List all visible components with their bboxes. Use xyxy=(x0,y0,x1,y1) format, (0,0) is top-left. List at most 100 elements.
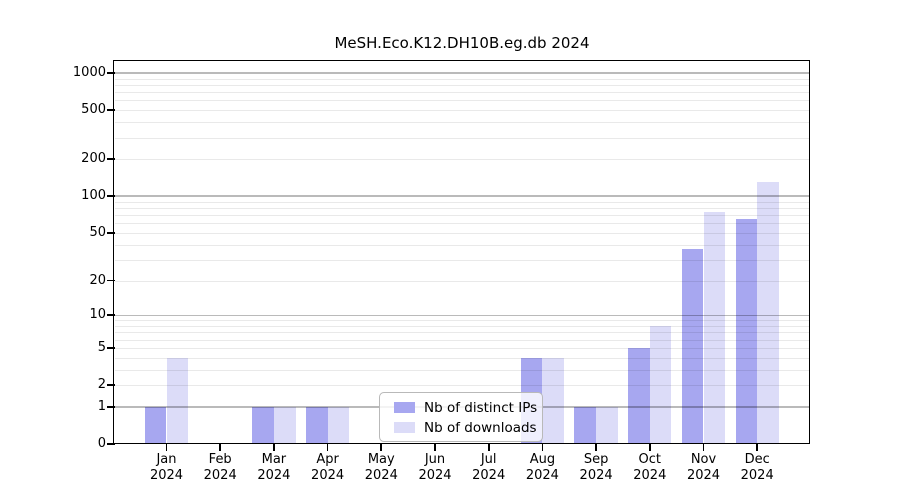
x-tick-mark xyxy=(702,444,705,451)
legend-label-nb-of-downloads: Nb of downloads xyxy=(424,419,537,436)
y-tick-mark xyxy=(107,279,115,282)
minor-gridline xyxy=(114,347,810,349)
minor-gridline xyxy=(114,223,810,225)
bar-nb-of-downloads-mar xyxy=(273,406,296,444)
minor-gridline xyxy=(114,208,810,209)
bar-nb-of-distinct-ips-apr xyxy=(305,406,328,444)
x-tick-label-apr: Apr 2024 xyxy=(296,452,360,484)
x-tick-label-oct: Oct 2024 xyxy=(618,452,682,484)
y-tick-label: 50 xyxy=(89,224,106,240)
x-tick-label-aug: Aug 2024 xyxy=(510,452,574,484)
legend-swatch-nb-of-distinct-ips xyxy=(394,402,415,413)
x-tick-label-jun: Jun 2024 xyxy=(403,452,467,484)
y-tick-label: 5 xyxy=(97,339,106,355)
x-tick-mark xyxy=(648,444,651,451)
year-label: 2024 xyxy=(311,468,345,483)
month-label: Jan xyxy=(156,452,177,467)
y-tick-mark xyxy=(107,158,115,161)
legend-row-nb-of-distinct-ips: Nb of distinct IPs xyxy=(394,399,537,416)
x-tick-label-jan: Jan 2024 xyxy=(135,452,199,484)
y-tick-mark xyxy=(107,384,115,386)
month-label: Mar xyxy=(261,452,287,467)
x-tick-mark xyxy=(434,444,436,451)
y-tick-mark xyxy=(107,195,115,197)
x-tick-mark xyxy=(219,444,221,451)
x-tick-label-feb: Feb 2024 xyxy=(188,452,252,484)
chart-title: MeSH.Eco.K12.DH10B.eg.db 2024 xyxy=(334,34,590,52)
legend: Nb of distinct IPs Nb of downloads xyxy=(379,392,543,442)
bar-nb-of-downloads-nov xyxy=(703,211,726,444)
minor-gridline xyxy=(114,332,810,334)
year-label: 2024 xyxy=(149,468,184,483)
x-tick-mark xyxy=(380,444,383,451)
minor-gridline xyxy=(114,369,810,371)
y-tick-label: 1000 xyxy=(72,65,106,80)
bar-nb-of-downloads-dec xyxy=(757,182,779,444)
minor-gridline xyxy=(114,215,810,217)
x-tick-mark xyxy=(756,444,759,451)
bar-nb-of-distinct-ips-dec xyxy=(735,219,758,444)
minor-gridline xyxy=(114,100,810,102)
y-tick-mark xyxy=(107,232,115,234)
y-tick-label: 1 xyxy=(97,398,106,414)
minor-gridline xyxy=(114,85,810,86)
x-tick-mark xyxy=(326,444,329,451)
y-tick-label: 100 xyxy=(81,188,106,204)
year-label: 2024 xyxy=(525,468,559,483)
y-tick-mark xyxy=(107,346,115,349)
minor-gridline xyxy=(114,122,810,124)
grid-layer xyxy=(114,62,810,444)
minor-gridline xyxy=(114,326,810,327)
year-label: 2024 xyxy=(364,468,398,483)
x-tick-mark xyxy=(487,444,490,451)
month-label: Apr xyxy=(316,452,339,467)
x-tick-label-may: May 2024 xyxy=(349,452,413,484)
x-tick-label-dec: Dec 2024 xyxy=(725,452,789,484)
y-tick-label: 2 xyxy=(97,377,106,392)
minor-gridline xyxy=(114,137,810,139)
month-label: Nov xyxy=(690,452,717,467)
bar-nb-of-downloads-jan xyxy=(166,357,189,444)
legend-row-nb-of-downloads: Nb of downloads xyxy=(394,419,537,436)
legend-swatch-nb-of-downloads xyxy=(394,422,415,433)
major-gridline xyxy=(114,195,810,197)
year-label: 2024 xyxy=(203,468,237,483)
x-tick-label-sep: Sep 2024 xyxy=(564,452,628,484)
month-label: Sep xyxy=(583,452,609,467)
month-label: Dec xyxy=(744,452,770,467)
bar-nb-of-downloads-sep xyxy=(596,406,618,444)
year-label: 2024 xyxy=(472,468,506,483)
x-tick-label-mar: Mar 2024 xyxy=(242,452,306,484)
minor-gridline xyxy=(114,110,810,112)
plot-area xyxy=(114,62,810,444)
minor-gridline xyxy=(114,320,810,322)
y-tick-label: 20 xyxy=(89,272,106,288)
minor-gridline xyxy=(114,201,810,203)
y-tick-mark xyxy=(107,109,115,111)
bar-nb-of-distinct-ips-mar xyxy=(252,406,274,444)
x-tick-mark xyxy=(541,444,544,451)
y-tick-label: 500 xyxy=(81,102,106,118)
y-tick-label: 10 xyxy=(89,307,106,323)
month-label: Aug xyxy=(529,452,556,467)
minor-gridline xyxy=(114,339,810,341)
minor-gridline xyxy=(114,244,810,246)
bar-nb-of-downloads-aug xyxy=(542,357,565,444)
minor-gridline xyxy=(114,78,810,80)
month-label: May xyxy=(367,452,395,467)
major-gridline xyxy=(114,314,810,316)
year-label: 2024 xyxy=(579,468,613,483)
x-tick-mark xyxy=(273,444,275,451)
y-tick-label: 200 xyxy=(81,151,106,167)
month-label: Feb xyxy=(208,452,232,467)
bar-nb-of-distinct-ips-sep xyxy=(574,406,597,444)
y-tick-label: 0 xyxy=(97,436,106,451)
year-label: 2024 xyxy=(257,468,291,483)
month-label: Jul xyxy=(480,452,497,467)
year-label: 2024 xyxy=(633,468,667,483)
bar-nb-of-downloads-apr xyxy=(327,406,350,444)
x-tick-mark xyxy=(595,444,597,451)
minor-gridline xyxy=(114,280,810,282)
month-label: Jun xyxy=(424,452,446,467)
